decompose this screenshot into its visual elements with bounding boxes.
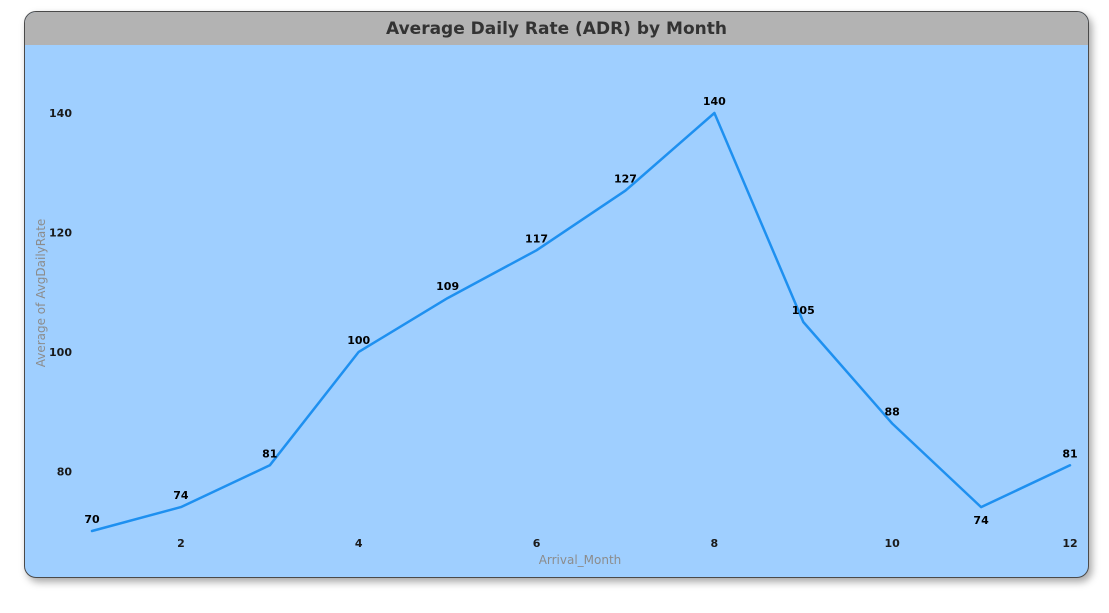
data-label: 74 — [173, 489, 189, 502]
data-label: 81 — [262, 447, 277, 460]
data-label: 74 — [973, 514, 989, 527]
x-axis-title: Arrival_Month — [539, 553, 622, 567]
data-labels: 70 74 81 100 109 117 127 140 105 88 74 81 — [84, 95, 1077, 527]
y-tick-label: 140 — [49, 107, 72, 120]
data-label: 88 — [885, 406, 900, 419]
x-tick-label: 6 — [533, 537, 541, 550]
x-tick-label: 10 — [885, 537, 901, 550]
title-bar: Average Daily Rate (ADR) by Month — [25, 12, 1088, 45]
x-tick-label: 4 — [355, 537, 363, 550]
y-axis-ticks: 80 100 120 140 — [49, 107, 72, 478]
line-chart: 80 100 120 140 2 4 6 8 10 12 70 74 81 100 109 117 127 1… — [34, 95, 1078, 567]
data-label: 70 — [84, 513, 100, 526]
y-tick-label: 100 — [49, 346, 72, 359]
data-label: 109 — [436, 280, 459, 293]
chart-title: Average Daily Rate (ADR) by Month — [386, 18, 727, 39]
series-line — [90, 111, 1072, 533]
x-tick-label: 2 — [177, 537, 185, 550]
chart-card: Average Daily Rate (ADR) by Month 80 100 1… — [24, 11, 1089, 578]
x-axis-ticks: 2 4 6 8 10 12 — [177, 537, 1078, 550]
data-label: 100 — [347, 334, 370, 347]
y-tick-label: 80 — [57, 465, 73, 478]
data-label: 105 — [792, 304, 815, 317]
x-tick-label: 8 — [711, 537, 719, 550]
data-label: 81 — [1062, 447, 1077, 460]
data-label: 117 — [525, 232, 548, 245]
x-tick-label: 12 — [1062, 537, 1077, 550]
data-label: 127 — [614, 173, 637, 186]
y-axis-title: Average of AvgDailyRate — [34, 219, 48, 368]
y-tick-label: 120 — [49, 226, 72, 239]
data-label: 140 — [703, 95, 726, 108]
